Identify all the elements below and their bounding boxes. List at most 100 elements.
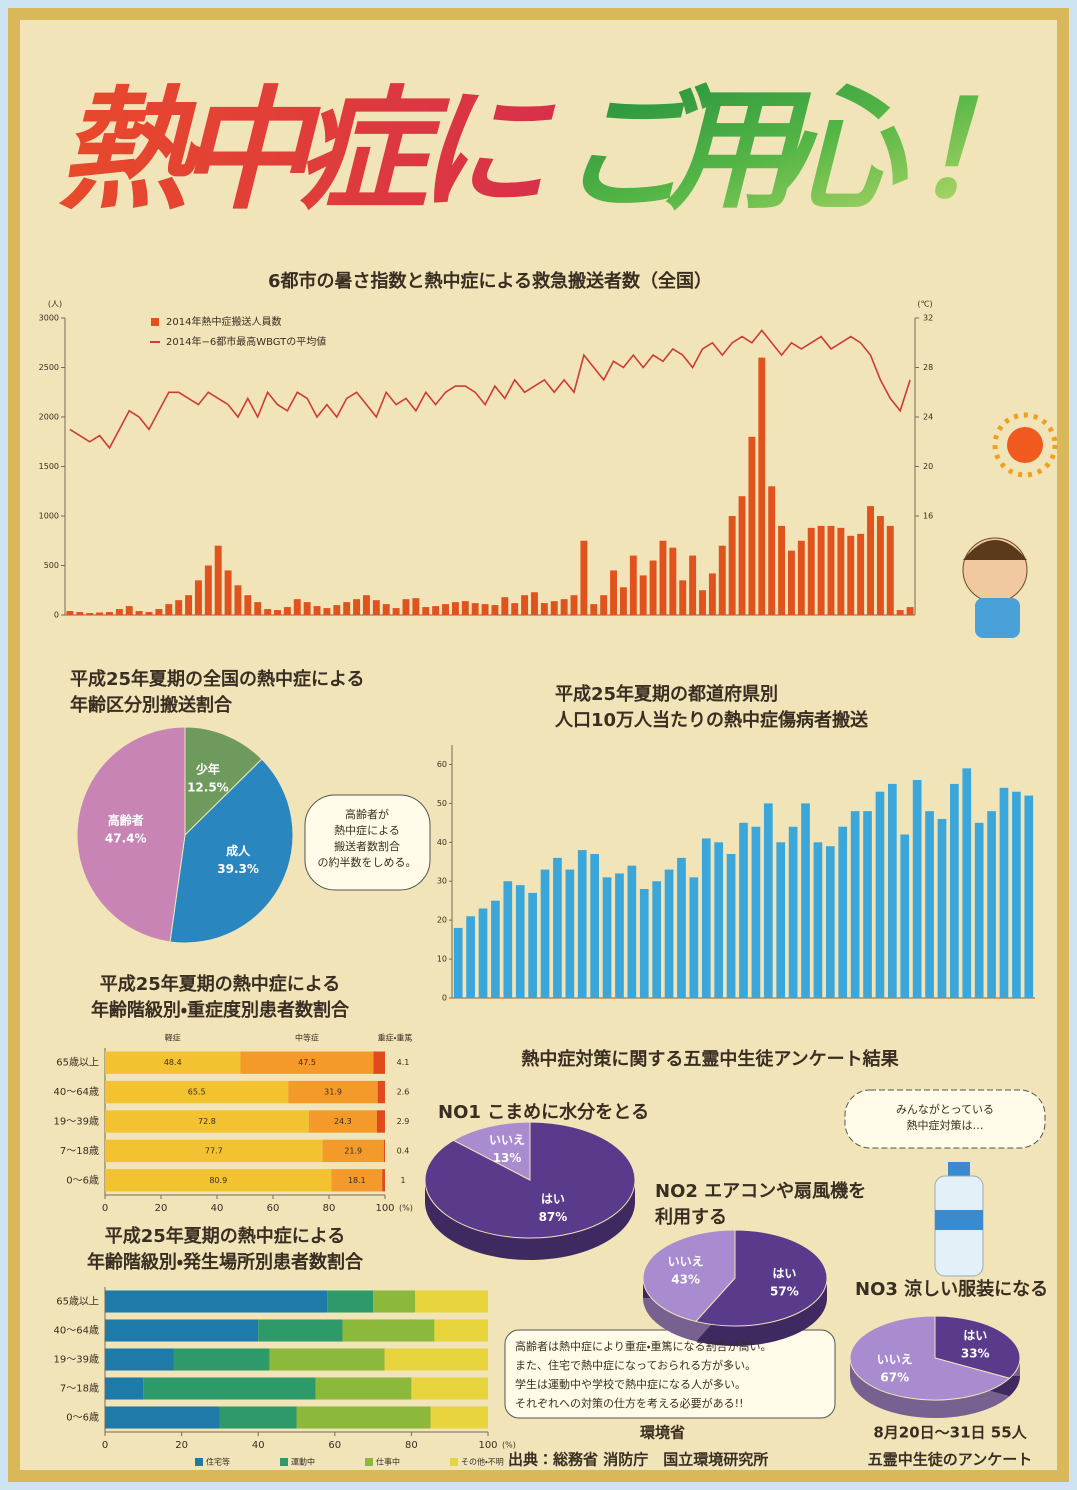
bar	[863, 811, 872, 998]
y-tick-label: 40〜64歳	[54, 1325, 99, 1337]
bar	[640, 575, 647, 615]
bar-segment	[384, 1140, 385, 1162]
chart-title: NO3 涼しい服装になる	[855, 1278, 1048, 1300]
x-tick-label: 0	[102, 1440, 108, 1451]
bar	[950, 784, 959, 998]
slice-value: 33%	[961, 1347, 990, 1361]
legend-swatch	[365, 1458, 373, 1466]
survey-info: 8月20日〜31日 55人	[873, 1424, 1027, 1442]
bar-segment	[382, 1169, 385, 1191]
bar	[225, 570, 232, 615]
y-tick-label: 0〜6歳	[66, 1412, 99, 1424]
bar-segment	[105, 1377, 143, 1399]
note-text: 搬送者数割合	[334, 839, 400, 853]
bar-segment	[327, 1290, 373, 1312]
bar	[314, 606, 321, 615]
slice-value: 13%	[493, 1151, 522, 1165]
bar-segment	[258, 1319, 342, 1341]
bar	[491, 901, 500, 998]
bar	[1012, 792, 1021, 998]
bar	[412, 598, 419, 615]
legend-swatch	[450, 1458, 458, 1466]
bar	[987, 811, 996, 998]
x-tick-label: 80	[323, 1203, 336, 1214]
note-text: みんながとっている	[896, 1102, 994, 1116]
slice-label: いいえ	[489, 1133, 525, 1147]
note-text: 高齢者は熱中症により重症・重篤になる割合が高い。	[515, 1339, 772, 1353]
bar	[714, 842, 723, 998]
bar	[590, 854, 599, 998]
bar	[466, 916, 475, 998]
note-text: 熱中症対策は…	[907, 1118, 984, 1132]
bar-segment	[143, 1377, 315, 1399]
y-tick-label: 1500	[39, 462, 59, 471]
bar	[155, 609, 162, 615]
bar-segment	[174, 1348, 270, 1370]
bar	[818, 526, 825, 615]
bar	[828, 526, 835, 615]
bottle	[935, 1162, 983, 1276]
y-tick-label: 7〜18歳	[60, 1145, 99, 1157]
bar-segment	[270, 1348, 385, 1370]
bar	[383, 604, 390, 615]
bar	[96, 613, 103, 615]
bar	[826, 846, 835, 998]
bar	[254, 602, 261, 615]
legend-swatch	[151, 318, 159, 326]
bar	[244, 595, 251, 615]
x-axis-label: (%)	[399, 1204, 413, 1213]
note-text: 学生は運動中や学校で熱中症になる人が多い。	[515, 1377, 746, 1391]
bar	[175, 600, 182, 615]
bar	[264, 609, 271, 615]
y2-tick-label: 16	[923, 512, 933, 521]
y-tick-label: 0	[54, 611, 59, 620]
bar	[789, 827, 798, 998]
y-tick-label: 2500	[39, 363, 59, 372]
bar	[689, 556, 696, 615]
bar-segment	[434, 1319, 488, 1341]
y-tick-label: 40〜64歳	[54, 1086, 99, 1098]
y2-tick-label: 20	[923, 462, 933, 471]
label	[935, 1210, 983, 1230]
bar	[294, 599, 301, 615]
poster: 熱中症に ご用心！ 6都市の暑さ指数と熱中症による救急搬送者数（全国）05001…	[0, 0, 1077, 1490]
y-tick-label: 65歳以上	[56, 1057, 99, 1069]
bar	[913, 780, 922, 998]
data-label: 48.4	[164, 1058, 182, 1067]
bar	[727, 854, 736, 998]
source: 環境省	[640, 1424, 685, 1442]
bar	[304, 602, 311, 615]
y-tick-label: 40	[437, 838, 447, 847]
bar-segment	[220, 1406, 297, 1428]
bar	[876, 792, 885, 998]
y-tick-label: 0〜6歳	[66, 1174, 99, 1186]
bar	[452, 602, 459, 615]
bar	[702, 838, 711, 998]
bar	[603, 877, 612, 998]
y-tick-label: 30	[437, 877, 447, 886]
bar	[116, 609, 123, 615]
legend-label: 中等症	[295, 1033, 319, 1043]
chart-title: NO1 こまめに水分をとる	[438, 1101, 649, 1123]
bar	[482, 604, 489, 615]
bar-segment	[105, 1319, 258, 1341]
legend-swatch	[195, 1458, 203, 1466]
slice-value: 87%	[539, 1210, 568, 1224]
bar	[838, 827, 847, 998]
bar	[938, 819, 947, 998]
chart-title: 利用する	[655, 1206, 727, 1228]
y2-tick-label: 32	[923, 314, 933, 323]
bar	[739, 823, 748, 998]
slice-value: 12.5%	[187, 781, 229, 795]
bar	[615, 873, 624, 998]
bar	[814, 842, 823, 998]
sun-body	[1007, 427, 1043, 463]
legend-label: 2014年−6都市最高WBGTの平均値	[166, 335, 326, 348]
bar	[897, 610, 904, 615]
y-tick-label: 65歳以上	[56, 1296, 99, 1308]
bar	[837, 528, 844, 615]
bar	[925, 811, 934, 998]
slice-value: 47.4%	[105, 831, 147, 845]
bar	[665, 870, 674, 998]
data-label: 4.1	[397, 1058, 410, 1067]
